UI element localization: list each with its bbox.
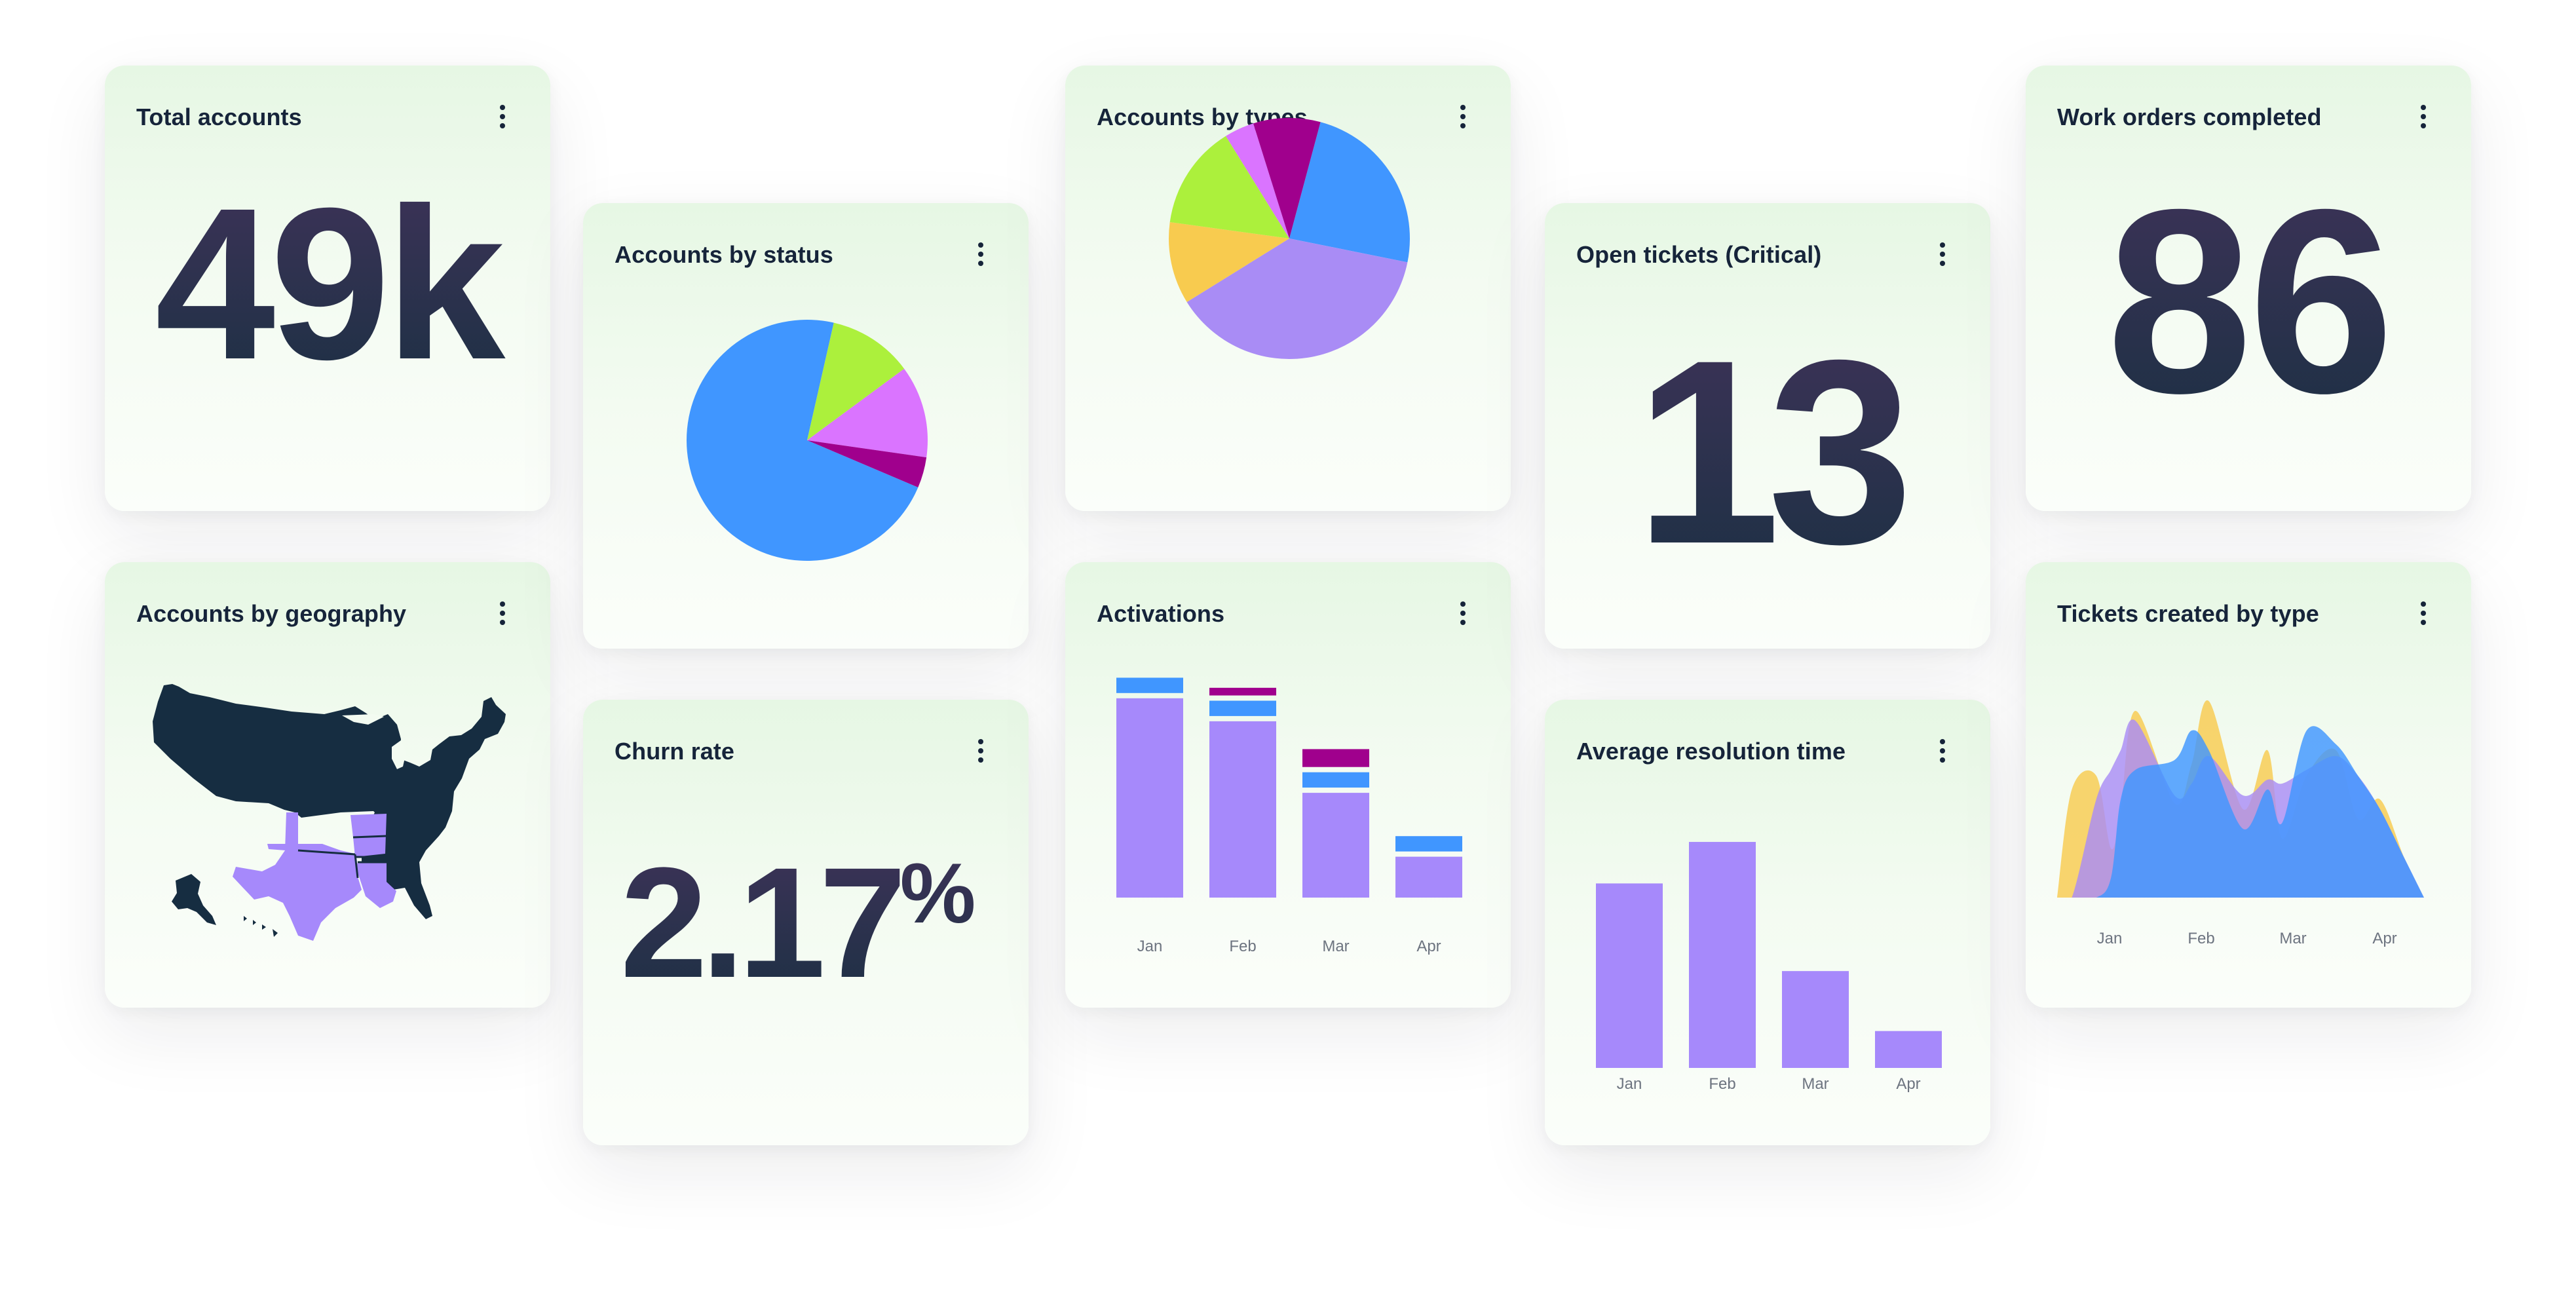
bar [1782,971,1849,1068]
accounts-by-status-pie-chart [687,320,928,561]
pie-slice-4 [1169,136,1289,238]
accounts-by-types-pie-chart [1169,118,1410,359]
bar-segment [1395,836,1462,852]
map-oklahoma [267,844,355,862]
bar-segment [1302,749,1369,767]
more-options-icon[interactable] [1456,601,1470,625]
x-tick-label: Jan [1617,1075,1642,1093]
map-texas [233,812,362,941]
x-tick-label: Apr [1896,1075,1920,1093]
map-mainland [153,684,506,919]
churn-rate-card: Churn rate 2.17% [583,700,1029,1145]
map-louisiana [352,862,396,908]
map-hawaii [244,916,278,937]
x-tick-label: Mar [2279,930,2306,947]
more-options-icon[interactable] [974,242,988,266]
pie-slice-4 [807,440,927,487]
accounts-by-types-card: Accounts by types [1065,66,1511,511]
pie-slice-2 [1186,238,1408,359]
more-options-icon[interactable] [495,105,510,128]
pie-slice-2 [807,322,905,440]
card-title: Total accounts [136,104,302,130]
x-tick-label: Apr [2372,930,2396,947]
kpi-value: 49k [105,176,550,392]
map-arkansas [350,814,387,857]
card-title: Tickets created by type [2057,600,2319,627]
bar-segment [1209,700,1276,716]
map-alaska [172,874,216,925]
x-tick-label: Feb [1709,1075,1735,1093]
open-tickets-critical-card: Open tickets (Critical) 13 [1545,203,1990,649]
card-title: Open tickets (Critical) [1576,241,1822,268]
pie-slice-3 [1169,222,1289,302]
bar [1875,1031,1942,1068]
pie-slice-1 [687,320,919,561]
bar-segment [1116,698,1183,898]
x-tick-label: Feb [2188,930,2214,947]
map-great-lakes-2 [342,714,384,725]
area-series-3 [2057,726,2424,898]
x-tick-label: Mar [1322,938,1349,955]
bar-segment [1209,687,1276,696]
card-title: Accounts by geography [136,600,407,627]
total-accounts-card: Total accounts 49k [105,66,550,511]
kpi-value: 86 [2026,170,2471,432]
x-tick-label: Jan [2097,930,2123,947]
x-tick-label: Feb [1229,938,1256,955]
kpi-value: 2.17 [620,835,900,1010]
work-orders-completed-card: Work orders completed 86 [2026,66,2471,511]
bar-segment [1302,772,1369,788]
bar [1596,883,1663,1068]
pie-slice-1 [1289,122,1410,263]
card-title: Accounts by status [615,241,833,268]
card-title: Activations [1097,600,1225,627]
average-resolution-time-bar-chart: Jan Feb Mar Apr [1596,842,1942,1093]
more-options-icon[interactable] [1935,242,1950,266]
more-options-icon[interactable] [1935,739,1950,763]
more-options-icon[interactable] [2416,105,2431,128]
more-options-icon[interactable] [1456,105,1470,128]
more-options-icon[interactable] [974,739,988,763]
activations-card: Activations Jan Feb Mar Apr [1065,562,1511,1008]
pie-slice-3 [807,368,928,458]
map-great-lakes [392,740,406,769]
bar-segment [1395,856,1462,898]
x-tick-label: Jan [1137,938,1163,955]
churn-rate-value: 2.17% [583,844,1029,1001]
card-title: Work orders completed [2057,104,2322,130]
more-options-icon[interactable] [495,601,510,625]
activations-bar-chart: Jan Feb Mar Apr [1116,677,1462,955]
card-title: Churn rate [615,738,735,765]
bar-segment [1302,793,1369,898]
bar [1689,842,1756,1068]
more-options-icon[interactable] [2416,601,2431,625]
bar-segment [1209,721,1276,898]
accounts-by-geography-card: Accounts by geography [105,562,550,1008]
tickets-created-by-type-card: Tickets created by type Jan Feb Mar Apr [2026,562,2471,1008]
map-state-borders [297,835,387,879]
x-tick-label: Apr [1416,938,1441,955]
pie-slice-5 [1226,123,1289,238]
kpi-unit: % [900,845,976,941]
pie-slice-6 [1253,118,1321,238]
us-map [153,684,506,941]
tickets-created-by-type-area-chart: Jan Feb Mar Apr [2057,700,2424,947]
card-title: Average resolution time [1576,738,1846,765]
x-tick-label: Mar [1802,1075,1828,1093]
kpi-value: 13 [1545,321,1990,583]
average-resolution-time-card: Average resolution time Jan Feb Mar Apr [1545,700,1990,1145]
bar-segment [1116,677,1183,693]
accounts-by-status-card: Accounts by status [583,203,1029,649]
